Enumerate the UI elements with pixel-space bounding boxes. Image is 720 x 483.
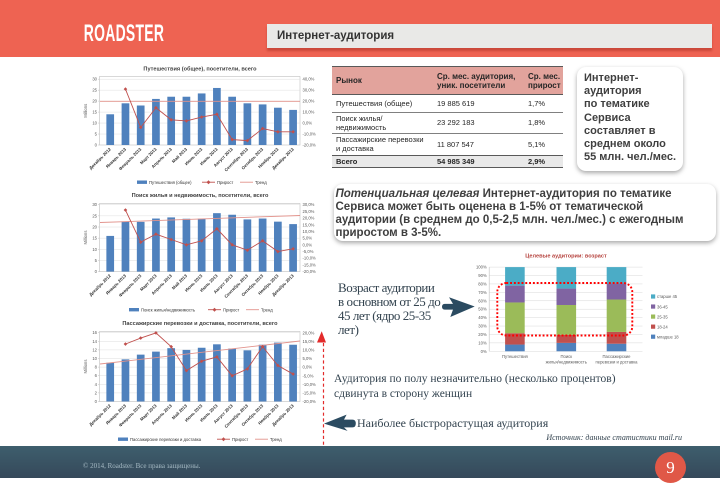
svg-text:старше 45: старше 45 — [657, 294, 678, 299]
svg-text:20,0%: 20,0% — [303, 99, 315, 104]
svg-text:18-24: 18-24 — [657, 324, 668, 329]
svg-text:25-35: 25-35 — [657, 314, 668, 319]
svg-text:100%: 100% — [476, 265, 487, 270]
svg-text:перевозки и доставка: перевозки и доставка — [595, 360, 638, 365]
svg-text:-15,0%: -15,0% — [303, 262, 317, 267]
svg-text:0,0%: 0,0% — [303, 242, 313, 247]
svg-text:20: 20 — [92, 225, 97, 230]
svg-text:-5,0%: -5,0% — [303, 249, 314, 254]
svg-text:0: 0 — [95, 269, 98, 274]
svg-text:0,0%: 0,0% — [303, 365, 313, 370]
svg-text:30,0%: 30,0% — [303, 88, 315, 93]
svg-text:60%: 60% — [478, 298, 487, 303]
svg-text:Пассажирские перевозки и доста: Пассажирские перевозки и доставка, посет… — [122, 321, 278, 327]
svg-text:15,0%: 15,0% — [303, 339, 315, 344]
svg-text:20: 20 — [92, 99, 97, 104]
svg-text:Тренд: Тренд — [270, 437, 282, 442]
svg-text:10,0%: 10,0% — [303, 348, 315, 353]
svg-text:40%: 40% — [478, 315, 487, 320]
svg-text:10,0%: 10,0% — [303, 110, 315, 115]
svg-text:15: 15 — [92, 110, 97, 115]
svg-text:Millions: Millions — [83, 231, 88, 245]
svg-text:-10,0%: -10,0% — [303, 382, 317, 387]
svg-text:25: 25 — [92, 88, 97, 93]
svg-text:10: 10 — [92, 356, 97, 361]
svg-text:40,0%: 40,0% — [303, 77, 315, 82]
svg-text:5: 5 — [95, 132, 98, 137]
svg-text:15,0%: 15,0% — [303, 222, 315, 227]
svg-text:Прирост: Прирост — [217, 180, 233, 185]
svg-text:30: 30 — [92, 202, 97, 207]
svg-text:Путешествия: Путешествия — [502, 354, 528, 359]
svg-text:20%: 20% — [478, 332, 487, 337]
svg-text:10: 10 — [92, 121, 97, 126]
svg-text:2: 2 — [95, 390, 98, 395]
svg-text:0%: 0% — [481, 349, 487, 354]
svg-text:5: 5 — [95, 258, 98, 263]
svg-text:Тренд: Тренд — [261, 308, 273, 313]
svg-text:Прирост: Прирост — [223, 308, 239, 313]
svg-text:0: 0 — [95, 143, 98, 148]
svg-text:20,0%: 20,0% — [303, 330, 315, 335]
svg-text:14: 14 — [92, 339, 97, 344]
svg-text:-20,0%: -20,0% — [303, 399, 317, 404]
svg-text:Путешествия (общее): Путешествия (общее) — [149, 180, 192, 185]
svg-text:30%: 30% — [478, 324, 487, 329]
svg-text:4: 4 — [95, 382, 98, 387]
svg-text:0: 0 — [95, 399, 98, 404]
svg-text:-20,0%: -20,0% — [303, 269, 317, 274]
svg-text:5,0%: 5,0% — [303, 236, 313, 241]
svg-text:Путешествия (общее), посетител: Путешествия (общее), посетители, всего — [143, 66, 257, 73]
svg-text:10,0%: 10,0% — [303, 229, 315, 234]
svg-text:Millions: Millions — [83, 104, 88, 118]
svg-text:жилья/недвижимость: жилья/недвижимость — [546, 360, 588, 365]
svg-text:30,0%: 30,0% — [303, 202, 315, 207]
svg-text:90%: 90% — [478, 273, 487, 278]
svg-text:Тренд: Тренд — [255, 180, 267, 185]
svg-text:-20,0%: -20,0% — [303, 143, 317, 148]
svg-text:16: 16 — [92, 330, 97, 335]
svg-text:36-45: 36-45 — [657, 304, 668, 309]
svg-text:80%: 80% — [478, 281, 487, 286]
svg-text:50%: 50% — [478, 307, 487, 312]
svg-text:12: 12 — [92, 347, 97, 352]
svg-text:Пассажирские перевозки и доста: Пассажирские перевозки и доставка — [130, 437, 202, 442]
svg-text:Прирост: Прирост — [232, 437, 248, 442]
svg-text:6: 6 — [95, 373, 98, 378]
svg-text:Поиск жилья/недвижимость: Поиск жилья/недвижимость — [141, 308, 196, 313]
svg-text:10%: 10% — [478, 340, 487, 345]
svg-text:25: 25 — [92, 213, 97, 218]
svg-text:5,0%: 5,0% — [303, 356, 313, 361]
svg-text:10: 10 — [92, 247, 97, 252]
svg-text:-15,0%: -15,0% — [303, 390, 317, 395]
svg-text:20,0%: 20,0% — [303, 216, 315, 221]
svg-text:30: 30 — [92, 77, 97, 82]
svg-text:15: 15 — [92, 236, 97, 241]
svg-text:70%: 70% — [478, 290, 487, 295]
svg-text:Поиск жилья и недвижимость, по: Поиск жилья и недвижимость, посетители, … — [132, 193, 269, 199]
svg-text:Целевые аудитории: возраст: Целевые аудитории: возраст — [525, 254, 607, 260]
svg-text:младше 18: младше 18 — [657, 334, 679, 339]
svg-text:Поиск: Поиск — [560, 354, 572, 359]
svg-text:8: 8 — [95, 365, 98, 370]
svg-text:-10,0%: -10,0% — [303, 132, 317, 137]
svg-text:Millions: Millions — [83, 360, 88, 374]
svg-text:-5,0%: -5,0% — [303, 373, 314, 378]
svg-text:Пассажирские: Пассажирские — [603, 354, 632, 359]
svg-text:0,0%: 0,0% — [303, 121, 313, 126]
svg-text:-10,0%: -10,0% — [303, 256, 317, 261]
svg-text:25,0%: 25,0% — [303, 209, 315, 214]
